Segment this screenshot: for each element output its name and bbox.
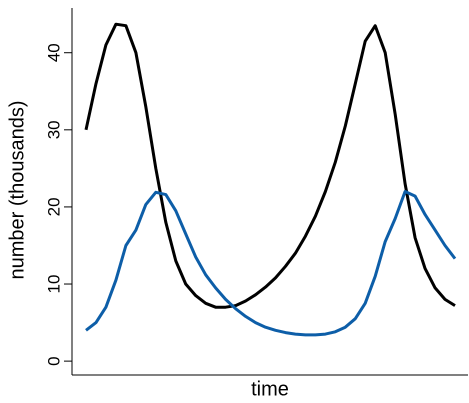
y-tick-label: 20 <box>44 197 63 216</box>
y-tick-label: 10 <box>44 275 63 294</box>
y-tick-label: 0 <box>44 356 63 365</box>
y-tick-label: 30 <box>44 120 63 139</box>
y-axis-label: number (thousands) <box>6 101 28 280</box>
series-line <box>84 22 456 309</box>
x-axis-label: time <box>251 378 289 400</box>
y-tick-label: 40 <box>44 43 63 62</box>
series-line <box>85 190 457 337</box>
